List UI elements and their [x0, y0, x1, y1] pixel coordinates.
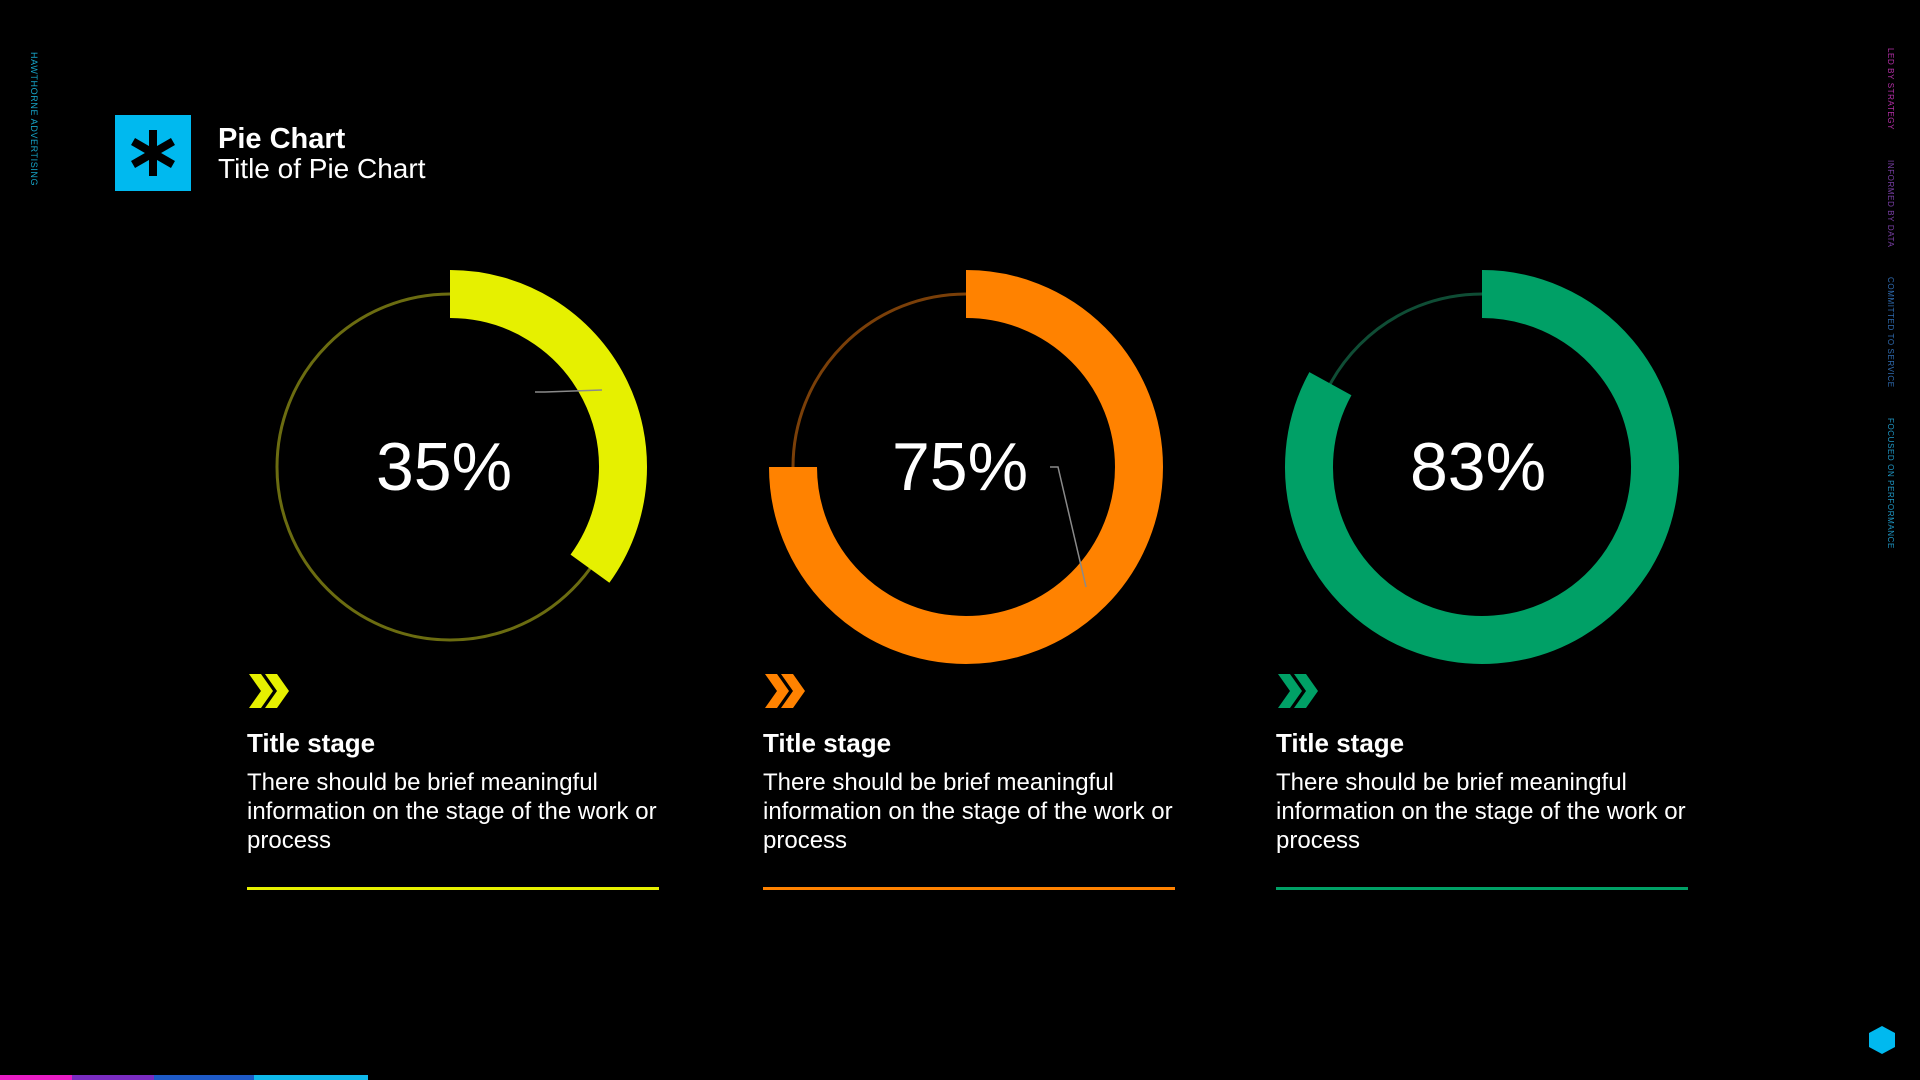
donut-2-arc: [769, 270, 1163, 664]
stage-divider: [1276, 887, 1688, 890]
hexagon-icon: [1869, 1026, 1895, 1054]
page-title: Pie Chart: [218, 123, 346, 155]
hexagon-shape: [1869, 1026, 1895, 1054]
chevron-1-b: [265, 674, 289, 708]
donut-1-percent-label: 35%: [376, 429, 512, 505]
color-bar-segment: [254, 1075, 368, 1080]
tagline-2: INFORMED BY DATA: [1886, 160, 1895, 248]
donut-chart-1: 35%: [275, 270, 647, 642]
page-subtitle: Title of Pie Chart: [218, 153, 426, 184]
color-bar-segment: [154, 1075, 254, 1080]
asterisk-icon: [131, 130, 175, 176]
stage-card-2: Title stage There should be brief meanin…: [763, 672, 1175, 890]
logo-badge: [115, 115, 191, 191]
stage-description: There should be brief meaningful informa…: [1276, 769, 1686, 854]
chevron-3-b: [1294, 674, 1318, 708]
stage-description: There should be brief meaningful informa…: [247, 769, 657, 854]
brand-vertical-text: HAWTHORNE ADVERTISING: [29, 52, 39, 187]
stage-divider: [247, 887, 659, 890]
stage-title: Title stage: [247, 728, 376, 758]
tagline-3: COMMITTED TO SERVICE: [1886, 277, 1895, 389]
bottom-color-bar: [0, 1075, 368, 1080]
stage-card-3: Title stage There should be brief meanin…: [1276, 672, 1688, 890]
stage-card-1: Title stage There should be brief meanin…: [247, 672, 659, 890]
chevron-1-a: [249, 674, 273, 708]
tagline-4: FOCUSED ON PERFORMANCE: [1886, 418, 1895, 550]
color-bar-segment: [0, 1075, 72, 1080]
donut-2-leader-line: [1050, 466, 1087, 588]
donut-chart-3: 83%: [1285, 270, 1679, 664]
chevron-2-a: [765, 674, 789, 708]
donut-1-leader-line: [535, 389, 603, 393]
donut-2-percent-label: 75%: [892, 429, 1028, 505]
chevron-3-a: [1278, 674, 1302, 708]
donut-chart-2: 75%: [769, 270, 1163, 664]
double-chevron-icon: [249, 674, 289, 708]
stage-title: Title stage: [1276, 728, 1405, 758]
double-chevron-icon: [765, 674, 805, 708]
double-chevron-icon: [1278, 674, 1318, 708]
color-bar-segment: [72, 1075, 154, 1080]
tagline-1: LED BY STRATEGY: [1886, 48, 1895, 131]
stage-divider: [763, 887, 1175, 890]
chevron-2-b: [781, 674, 805, 708]
stage-title: Title stage: [763, 728, 892, 758]
donut-1-arc: [449, 270, 647, 583]
stage-description: There should be brief meaningful informa…: [763, 769, 1173, 854]
donut-3-percent-label: 83%: [1410, 429, 1546, 505]
tagline-vertical: LED BY STRATEGY INFORMED BY DATA COMMITT…: [1886, 48, 1895, 579]
donut-3-arc: [1285, 270, 1679, 664]
